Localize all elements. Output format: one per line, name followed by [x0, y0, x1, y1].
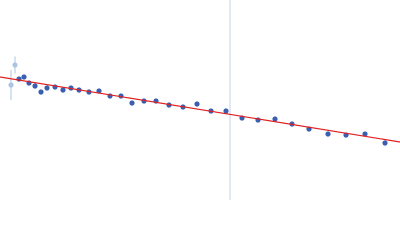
fit-line: [0, 76, 400, 143]
data-point: [12, 62, 18, 68]
data-point: [194, 101, 200, 107]
data-point: [44, 85, 50, 91]
data-point: [38, 89, 44, 95]
data-point: [325, 131, 331, 137]
chart: [0, 0, 400, 200]
data-point: [21, 74, 27, 80]
data-point: [8, 82, 14, 88]
data-point: [362, 131, 368, 137]
data-point: [382, 140, 388, 146]
data-point: [129, 100, 135, 106]
data-point: [223, 108, 229, 114]
data-point: [32, 83, 38, 89]
data-point: [272, 116, 278, 122]
data-point: [60, 87, 66, 93]
